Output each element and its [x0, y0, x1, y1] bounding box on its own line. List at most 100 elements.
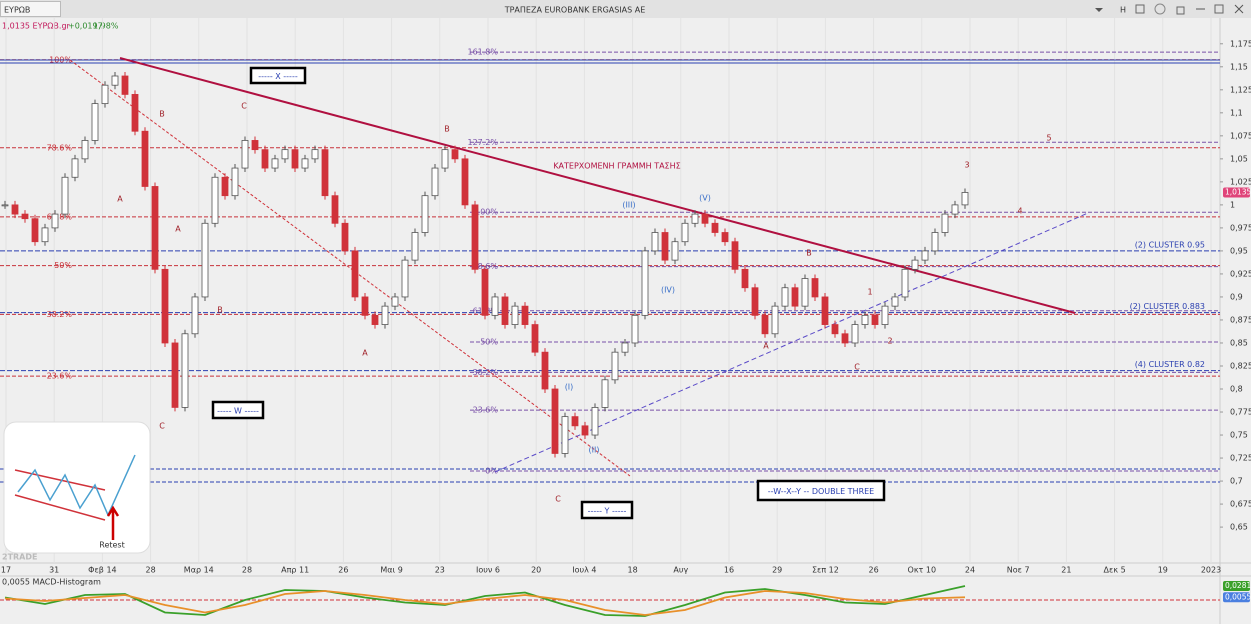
candle — [701, 213, 709, 224]
candle — [441, 149, 449, 169]
candle — [11, 204, 19, 215]
candle — [821, 296, 829, 325]
candle — [51, 213, 59, 229]
candle — [71, 158, 79, 178]
quote-change: +0,0197 — [68, 22, 103, 31]
y-tick-label: 0,75 — [1230, 431, 1248, 440]
y-tick-label: 0,65 — [1230, 523, 1248, 532]
candle — [41, 227, 49, 243]
wave-label: 2 — [887, 337, 892, 346]
candle — [961, 192, 969, 206]
label-box-text: ----- W ----- — [217, 407, 259, 416]
toolbar-icon[interactable] — [1176, 6, 1185, 15]
price-tag-label: 1,0135 — [1225, 187, 1251, 196]
toolbar-icon[interactable] — [1214, 4, 1224, 14]
title: ΤΡΑΠΕΖΑ EUROBANK ERGASIAS AE — [504, 6, 646, 15]
candle — [341, 222, 349, 252]
level-label: 127.2% — [467, 138, 498, 147]
candle — [131, 94, 139, 132]
level-label: 61.8% — [47, 212, 73, 221]
candle — [871, 314, 879, 325]
candle — [651, 232, 659, 252]
wave-label: A — [175, 225, 181, 234]
candle — [541, 351, 549, 390]
symbol-box[interactable] — [0, 1, 61, 17]
quote-price: 1,0135 ΕΥΡΩΒ.gr — [2, 22, 71, 31]
symbol: ΕΥΡΩΒ — [4, 6, 30, 15]
x-tick-label: 29 — [772, 566, 782, 575]
x-tick-label: Αυγ — [673, 566, 688, 575]
candle — [401, 259, 409, 298]
y-tick-label: 1,05 — [1230, 154, 1248, 163]
candle — [271, 158, 279, 169]
toolbar-icon[interactable] — [1234, 4, 1244, 14]
candle — [471, 204, 479, 270]
watermark: 2TRADE — [2, 553, 37, 562]
x-tick-label: Μαι 9 — [380, 566, 403, 575]
y-tick-label: 1,15 — [1230, 62, 1248, 71]
candle — [331, 195, 339, 224]
toolbar-icon[interactable] — [1154, 3, 1166, 15]
level-label: 38.2% — [473, 368, 499, 377]
macd-tag-label: 0,0055 — [1225, 592, 1251, 601]
wave-label: (IV) — [661, 286, 675, 295]
toolbar — [0, 0, 1251, 18]
level-label: 78.6% — [47, 143, 73, 152]
candle — [381, 305, 389, 325]
x-tick-label: 21 — [1061, 566, 1071, 575]
label-box — [249, 66, 307, 85]
candle — [61, 176, 69, 215]
candle — [691, 213, 699, 224]
candle — [861, 314, 869, 325]
candle — [491, 296, 499, 316]
candle — [21, 213, 29, 220]
candle — [601, 379, 609, 408]
thumbnail-arrow — [106, 505, 120, 540]
toolbar-icon[interactable] — [1135, 4, 1145, 14]
candle — [431, 167, 439, 197]
dropdown-icon[interactable] — [1095, 8, 1103, 12]
y-tick-label: 0,975 — [1230, 223, 1251, 232]
label-box — [211, 400, 265, 420]
toolbar-button[interactable]: H — [1120, 6, 1126, 15]
candle — [671, 241, 679, 261]
wave-label: B — [217, 306, 223, 315]
x-tick-label: 23 — [435, 566, 445, 575]
x-tick-label: Νοε 7 — [1007, 566, 1030, 575]
y-tick-label: 0,875 — [1230, 315, 1251, 324]
candle — [621, 342, 629, 353]
wave-label: A — [362, 349, 368, 358]
label-box — [756, 479, 886, 502]
price-tag — [1223, 187, 1250, 198]
candle — [461, 158, 469, 206]
y-tick-label: 1,025 — [1230, 177, 1251, 186]
y-tick-label: 0,775 — [1230, 408, 1251, 417]
macd-line — [4, 590, 966, 616]
candle — [571, 416, 579, 427]
x-tick-label: 20 — [531, 566, 541, 575]
level-label: 50% — [54, 261, 72, 270]
candle — [881, 305, 889, 325]
candle — [361, 296, 369, 316]
candle — [531, 324, 539, 353]
level-label: 0% — [485, 466, 498, 475]
candle — [151, 186, 159, 270]
x-tick-label: 2023 — [1201, 566, 1221, 575]
candle — [611, 351, 619, 381]
candle — [31, 218, 39, 243]
y-tick-label: 1 — [1230, 200, 1235, 209]
candle — [371, 314, 379, 325]
x-tick-label: Φεβ 14 — [88, 566, 116, 575]
candle — [781, 287, 789, 307]
level-label: 50% — [480, 338, 498, 347]
candle — [801, 278, 809, 307]
wave-label: 5 — [1046, 134, 1051, 143]
macd-tag-label: 0,0281 — [1225, 581, 1251, 590]
wave-label: C — [241, 102, 247, 111]
candle — [921, 250, 929, 261]
candle — [901, 268, 909, 298]
candle — [411, 232, 419, 261]
x-tick-label: 26 — [869, 566, 879, 575]
candle — [941, 213, 949, 233]
y-tick-label: 1,175 — [1230, 39, 1251, 48]
